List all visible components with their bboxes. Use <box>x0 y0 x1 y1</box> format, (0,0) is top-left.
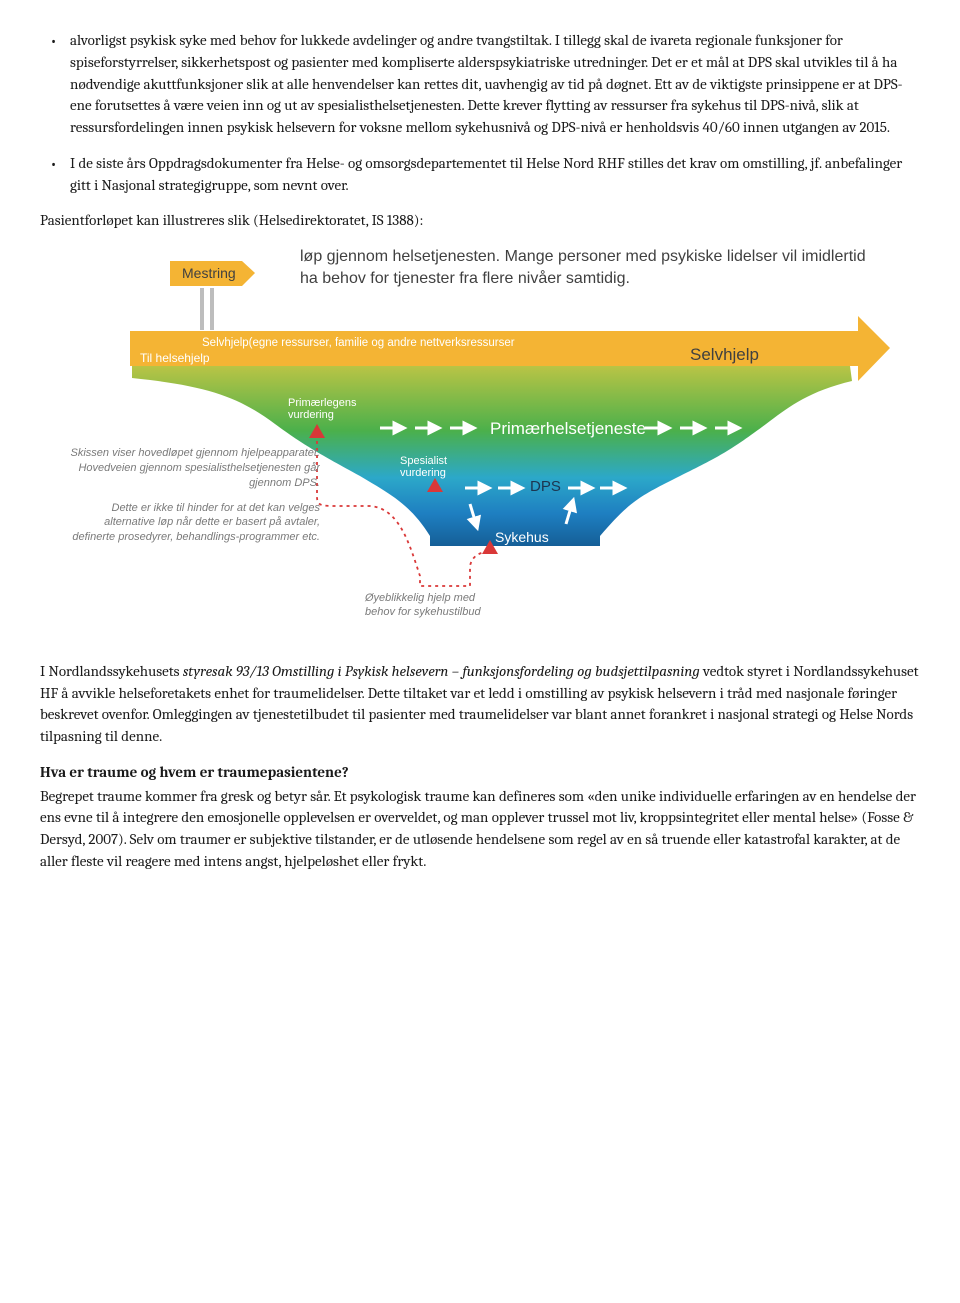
paragraph-2: I Nordlandssykehusets styresak 93/13 Oms… <box>40 661 920 748</box>
heading: Hva er traume og hvem er traumepasienten… <box>40 762 920 784</box>
bullet-text-1: alvorligst psykisk syke med behov for lu… <box>70 31 903 136</box>
patient-flow-diagram: løp gjennom helsetjenesten. Mange person… <box>70 246 890 643</box>
spesialist-1: Spesialist <box>400 455 447 467</box>
para2-a: I Nordlandssykehusets <box>40 662 183 680</box>
oye-2: behov for sykehustilbud <box>365 606 481 618</box>
diagram-intro: Pasientforløpet kan illustreres slik (He… <box>40 210 920 232</box>
mestring-label: Mestring <box>182 265 236 281</box>
spesialist-2: vurdering <box>400 467 446 479</box>
para2-b: styresak 93/13 Omstilling i Psykisk hels… <box>183 662 700 680</box>
side-text-1: Skissen viser hovedløpet gjennom hjelpea… <box>70 446 320 491</box>
bullet-text-2: I de siste års Oppdragsdokumenter fra He… <box>70 154 902 194</box>
bullet-paragraph-2: I de siste års Oppdragsdokumenter fra He… <box>40 153 920 197</box>
selvhjelp-label: Selvhjelp <box>690 345 759 364</box>
selvhjelp-long: Selvhjelp(egne ressurser, familie og and… <box>202 337 515 349</box>
oye-1: Øyeblikkelig hjelp med <box>364 592 476 604</box>
primar-vurdering-1: Primærlegens <box>288 397 357 409</box>
flow-svg: løp gjennom helsetjenesten. Mange person… <box>70 246 890 636</box>
sykehus-label: Sykehus <box>495 529 549 545</box>
primar-vurdering-2: vurdering <box>288 409 334 421</box>
bullet-paragraph-1: alvorligst psykisk syke med behov for lu… <box>40 30 920 139</box>
side-text-2: Dette er ikke til hinder for at det kan … <box>70 501 320 546</box>
dps-label: DPS <box>530 478 561 495</box>
mestring-tag: Mestring <box>170 261 255 330</box>
til-helsehjelp: Til helsehjelp <box>140 351 210 365</box>
paragraph-3: Begrepet traume kommer fra gresk og bety… <box>40 786 920 873</box>
diagram-top-text: løp gjennom helsetjenesten. Mange person… <box>300 246 880 289</box>
primar-label: Primærhelsetjeneste <box>490 419 646 438</box>
